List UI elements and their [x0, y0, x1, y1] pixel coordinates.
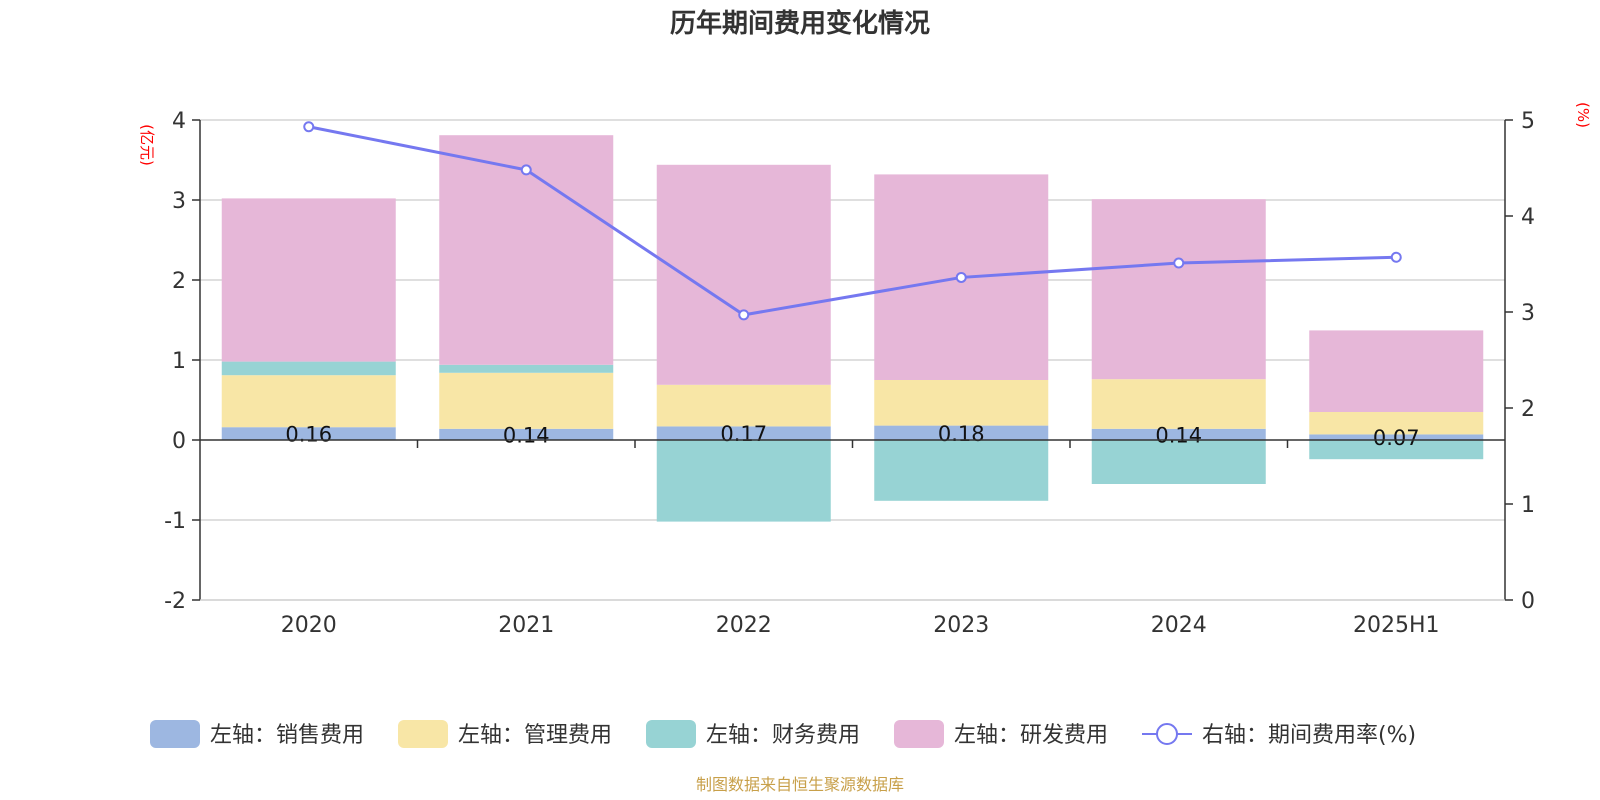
bar-左轴：销售费用-2021 — [439, 428, 614, 440]
data-label: 0.07 — [1373, 426, 1420, 450]
bar-左轴：研发费用-2024 — [1091, 199, 1266, 380]
legend-label: 左轴：销售费用 — [210, 723, 364, 748]
data-label: 0.14 — [1155, 423, 1202, 447]
x-tick-label: 2020 — [281, 613, 337, 638]
legend-swatch — [150, 720, 200, 748]
legend-swatch — [398, 720, 448, 748]
bar-左轴：销售费用-2024 — [1091, 428, 1266, 440]
axes: 4 3 2 1 0 -1 -2 5 4 3 2 1 0 2020 2021 2022 2023 2024 2025H… — [164, 109, 1535, 638]
right-tick-label: 3 — [1521, 301, 1535, 326]
right-axis-unit: (%) — [1574, 102, 1592, 128]
x-tick-label: 2022 — [716, 613, 772, 638]
bar-左轴：管理费用-2021 — [439, 372, 614, 429]
data-label: 0.16 — [285, 423, 332, 447]
right-tick-label: 0 — [1521, 589, 1535, 614]
legend-label: 左轴：研发费用 — [954, 723, 1108, 748]
bar-左轴：财务费用-2020 — [221, 361, 396, 376]
left-axis-unit: (亿元) — [138, 124, 156, 166]
bar-左轴：管理费用-2020 — [221, 375, 396, 428]
rate-line — [303, 121, 1402, 321]
data-label: 0.17 — [720, 422, 767, 446]
bar-左轴：财务费用-2021 — [439, 364, 614, 373]
data-label: 0.18 — [938, 422, 985, 446]
data-label: 0.14 — [503, 423, 550, 447]
left-tick-label: 2 — [172, 269, 186, 294]
bar-左轴：销售费用-2023 — [874, 425, 1049, 440]
bar-左轴：管理费用-2024 — [1091, 379, 1266, 429]
rate-point-2025H1 — [1390, 251, 1402, 263]
chart-title: 历年期间费用变化情况 — [670, 8, 930, 39]
right-tick-label: 4 — [1521, 205, 1535, 230]
bar-左轴：财务费用-2024 — [1091, 440, 1266, 484]
left-tick-label: -2 — [164, 589, 186, 614]
rate-point-2021 — [520, 164, 532, 176]
x-tick-label: 2025H1 — [1353, 613, 1440, 638]
right-tick-label: 1 — [1521, 493, 1535, 518]
legend-label: 左轴：管理费用 — [458, 723, 612, 748]
x-tick-label: 2021 — [498, 613, 554, 638]
bar-左轴：财务费用-2023 — [874, 440, 1049, 501]
rate-point-2023 — [955, 271, 967, 283]
left-tick-label: 4 — [172, 109, 186, 134]
bar-左轴：管理费用-2022 — [656, 384, 831, 427]
left-tick-label: -1 — [164, 509, 186, 534]
rate-line-path — [308, 125, 1397, 317]
bar-左轴：管理费用-2025H1 — [1309, 412, 1484, 435]
legend-swatch — [646, 720, 696, 748]
rate-point-2024 — [1173, 257, 1185, 269]
legend[interactable]: 左轴：销售费用 左轴：管理费用 左轴：财务费用 左轴：研发费用 右轴：期间费用率(%) — [150, 720, 1416, 748]
bar-左轴：销售费用-2020 — [221, 427, 396, 440]
legend-label: 右轴：期间费用率(%) — [1202, 723, 1416, 748]
legend-swatch — [894, 720, 944, 748]
left-tick-label: 3 — [172, 189, 186, 214]
rate-point-2020 — [303, 121, 315, 133]
x-tick-label: 2024 — [1151, 613, 1207, 638]
bar-左轴：研发费用-2025H1 — [1309, 330, 1484, 412]
legend-label: 左轴：财务费用 — [706, 723, 860, 748]
rate-point-2022 — [738, 309, 750, 321]
x-tick-label: 2023 — [933, 613, 989, 638]
bar-左轴：研发费用-2020 — [221, 198, 396, 362]
source-note: 制图数据来自恒生聚源数据库 — [696, 775, 904, 794]
bar-左轴：管理费用-2023 — [874, 380, 1049, 426]
bar-左轴：财务费用-2022 — [656, 440, 831, 522]
left-tick-label: 0 — [172, 429, 186, 454]
bar-左轴：财务费用-2025H1 — [1309, 440, 1484, 460]
right-tick-label: 5 — [1521, 109, 1535, 134]
bar-左轴：销售费用-2025H1 — [1309, 434, 1484, 440]
left-tick-label: 1 — [172, 349, 186, 374]
bar-左轴：销售费用-2022 — [656, 426, 831, 440]
bars: 0.16 0.14 0.17 0.18 0.14 0.07 — [221, 135, 1484, 522]
right-tick-label: 2 — [1521, 397, 1535, 422]
legend-circle-symbol — [1156, 723, 1178, 745]
